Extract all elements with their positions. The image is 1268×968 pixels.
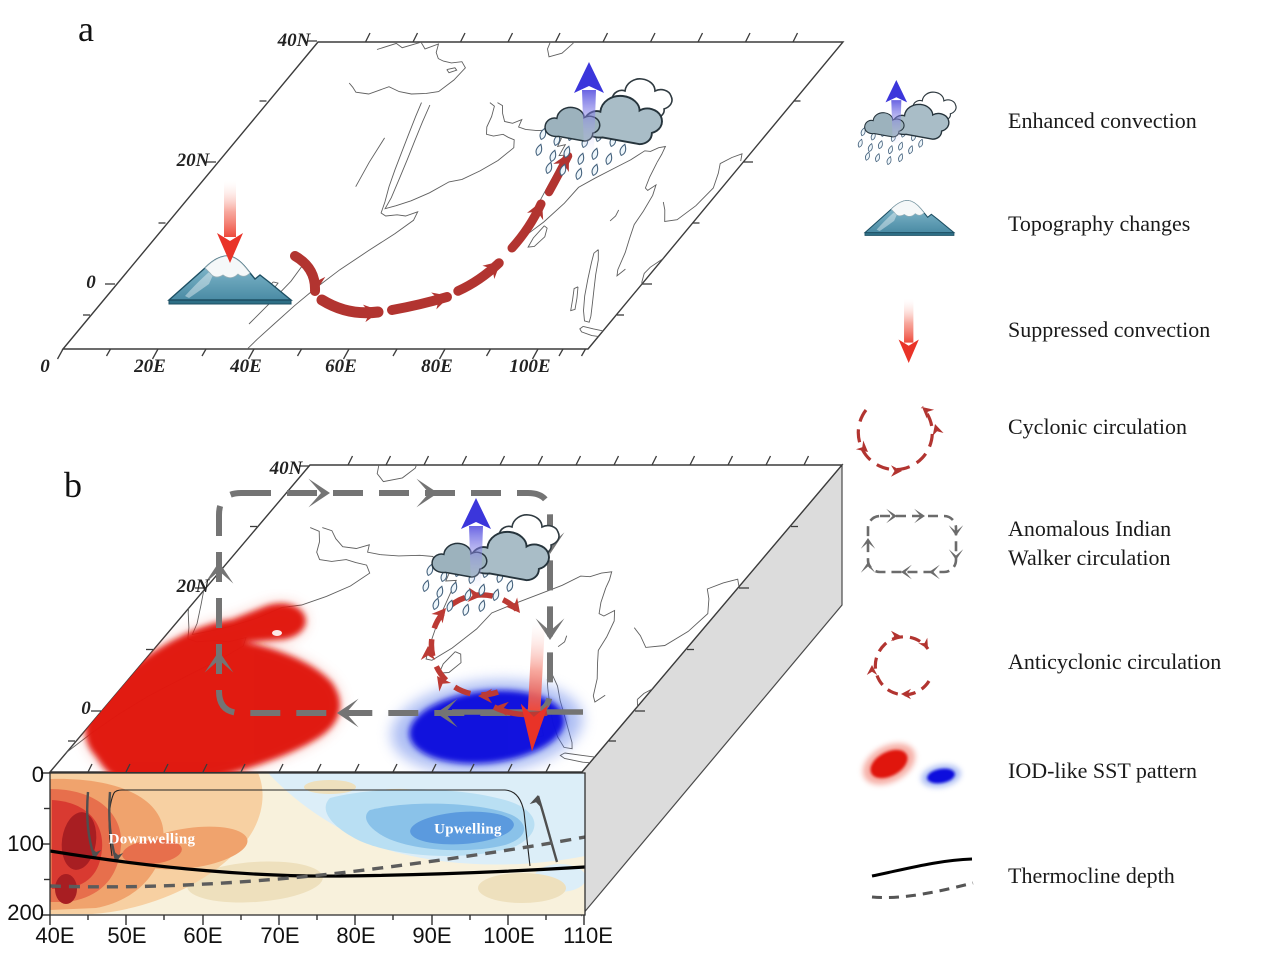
thermocline-solid-line xyxy=(50,849,585,878)
iod-sst-pattern-icon xyxy=(862,743,961,788)
upwelling-arrow xyxy=(536,795,559,863)
thermocline-dashed-line xyxy=(50,835,585,889)
cross-section-axis-ticks xyxy=(41,772,585,925)
panel-a xyxy=(56,32,845,360)
panel-b xyxy=(41,455,844,925)
panel-b-map-ticks xyxy=(68,455,810,773)
walker-circulation-icon xyxy=(860,508,964,580)
enhanced-convection-icon xyxy=(856,79,957,166)
downwelling-arrow xyxy=(108,791,118,861)
anticyclonic-circulation-icon xyxy=(866,630,931,700)
thermocline-depth-icon xyxy=(871,857,974,900)
legend-icons xyxy=(855,79,974,900)
cyclonic-circulation-icon xyxy=(855,405,944,477)
downwelling-arrow xyxy=(86,791,96,857)
depth-cross-section xyxy=(41,772,586,925)
topography-changes-icon xyxy=(864,199,955,237)
cross-section-contours xyxy=(50,773,585,914)
rossby-wave-arrows xyxy=(290,151,573,323)
warm-sst-blob xyxy=(85,603,340,772)
suppressed-convection-icon xyxy=(898,299,919,363)
warm-blob-highlight xyxy=(272,630,282,636)
panel-a-axis-ticks xyxy=(56,32,801,360)
